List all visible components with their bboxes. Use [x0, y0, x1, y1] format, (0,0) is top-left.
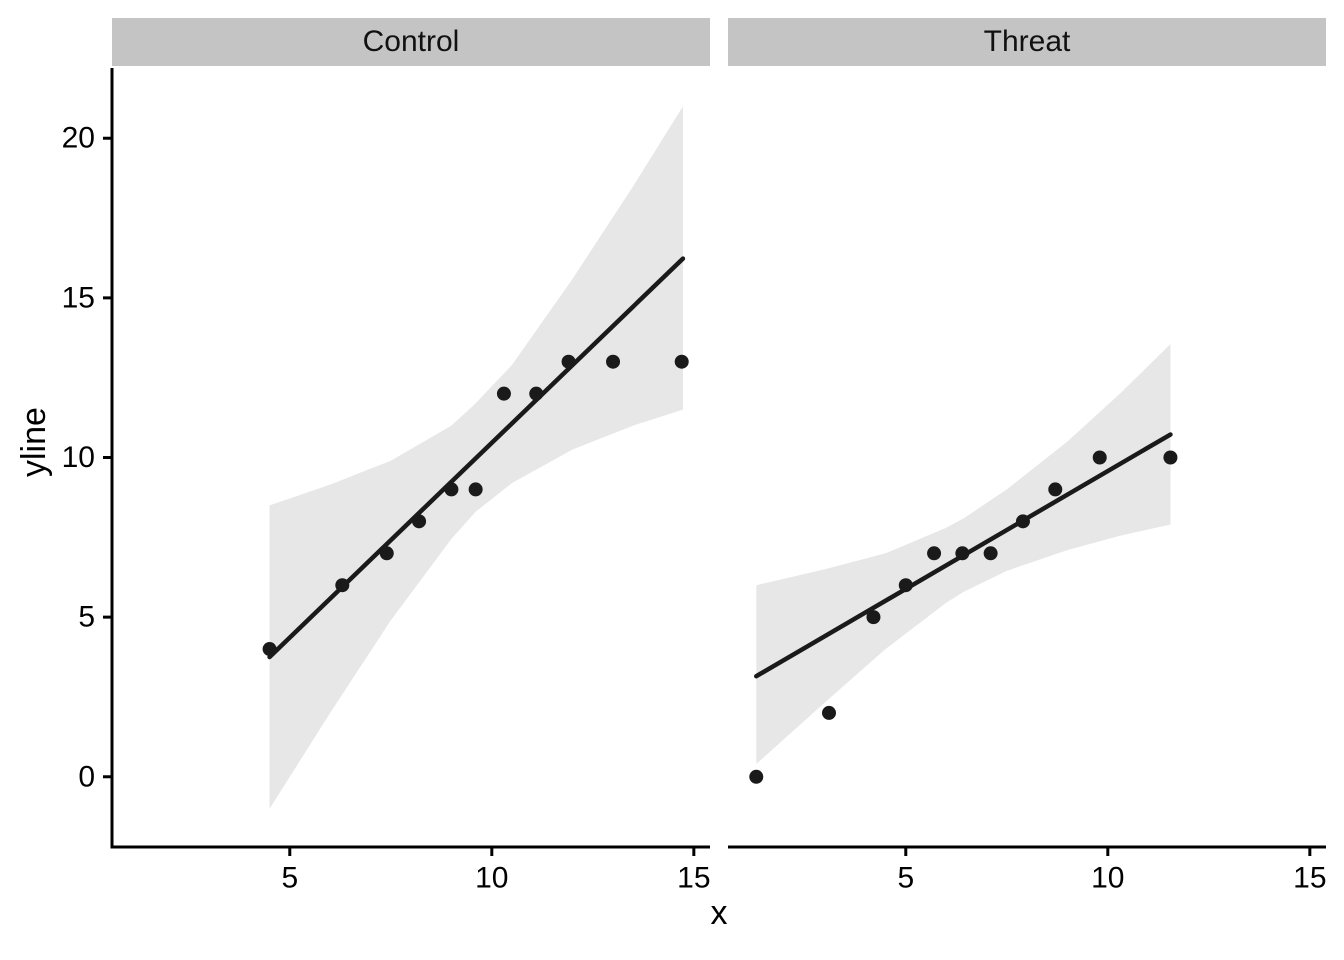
y-axis-title: yline	[15, 407, 53, 477]
data-point-control	[412, 514, 427, 529]
data-point-threat	[898, 578, 913, 593]
data-point-control	[262, 642, 277, 657]
data-point-threat	[983, 546, 998, 561]
x-tick-label: 15	[1293, 862, 1326, 895]
data-point-threat	[1048, 482, 1063, 497]
data-point-control	[468, 482, 483, 497]
y-tick-label: 10	[62, 441, 95, 474]
data-point-threat	[1015, 514, 1030, 529]
y-tick-label: 15	[62, 281, 95, 314]
data-point-control	[674, 354, 689, 369]
data-point-threat	[1163, 450, 1178, 465]
data-point-control	[444, 482, 459, 497]
data-point-threat	[1092, 450, 1107, 465]
x-tick-label: 15	[677, 862, 710, 895]
facet-strip-threat: Threat	[728, 18, 1326, 66]
data-point-control	[529, 386, 544, 401]
x-tick-label: 5	[897, 862, 914, 895]
y-axis-title-text: yline	[15, 407, 53, 477]
x-axis-title: x	[710, 894, 728, 932]
x-tick-label: 10	[475, 862, 508, 895]
data-point-control	[379, 546, 394, 561]
y-tick-label: 5	[78, 601, 95, 634]
facet-strip-label-control: Control	[362, 25, 460, 58]
data-point-control	[561, 354, 576, 369]
x-tick-label: 10	[1091, 862, 1124, 895]
data-point-threat	[955, 546, 970, 561]
data-point-threat	[749, 769, 764, 784]
y-tick-label: 0	[78, 760, 95, 793]
data-point-threat	[927, 546, 942, 561]
facet-strip-control: Control	[112, 18, 710, 66]
data-point-threat	[822, 705, 837, 720]
y-tick-label: 20	[62, 122, 95, 155]
fit-line-control	[267, 256, 686, 660]
facet-strip-label-threat: Threat	[983, 25, 1071, 58]
x-tick-label: 5	[281, 862, 298, 895]
data-point-control	[335, 578, 350, 593]
data-point-control	[496, 386, 511, 401]
data-point-threat	[866, 610, 881, 625]
data-point-control	[606, 354, 621, 369]
